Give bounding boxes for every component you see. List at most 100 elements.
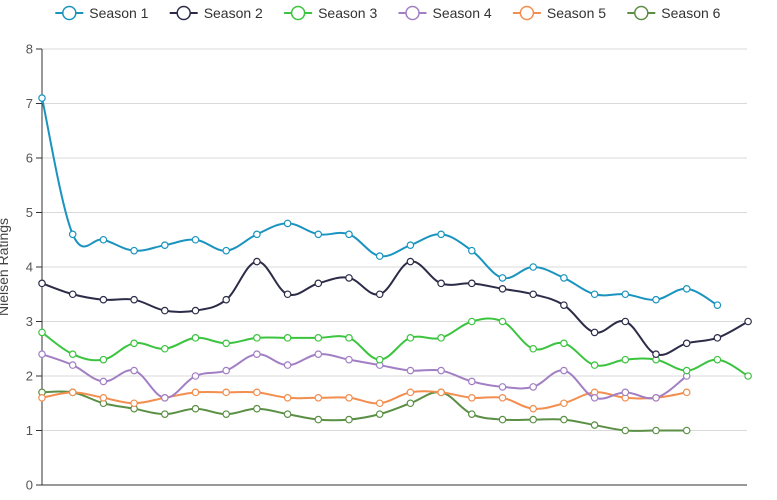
data-point-season-3[interactable] [406,334,415,342]
data-point-season-4[interactable] [314,350,323,359]
data-point-season-4[interactable] [38,350,46,359]
data-point-season-5[interactable] [437,388,445,397]
data-point-season-3[interactable] [621,355,630,364]
data-point-season-5[interactable] [560,399,568,408]
data-point-season-2[interactable] [437,279,445,288]
data-point-season-2[interactable] [498,284,507,293]
data-point-season-4[interactable] [130,366,138,375]
data-point-season-1[interactable] [283,219,292,228]
data-point-season-2[interactable] [68,290,77,299]
legend-item-season-1[interactable]: Season 1 [55,5,149,21]
data-point-season-1[interactable] [161,241,169,250]
data-point-season-5[interactable] [68,388,77,397]
data-point-season-4[interactable] [222,366,231,375]
data-point-season-1[interactable] [652,295,660,304]
data-point-season-5[interactable] [130,399,138,408]
data-point-season-5[interactable] [99,393,108,402]
data-point-season-6[interactable] [283,410,292,418]
data-point-season-4[interactable] [191,372,200,380]
data-point-season-5[interactable] [529,404,538,413]
data-point-season-2[interactable] [621,317,630,326]
data-point-season-3[interactable] [68,350,77,359]
data-point-season-1[interactable] [253,230,261,239]
data-point-season-4[interactable] [652,393,660,402]
legend-item-season-3[interactable]: Season 3 [284,5,377,21]
data-point-season-1[interactable] [99,235,108,244]
data-point-season-4[interactable] [467,377,476,386]
data-point-season-3[interactable] [253,334,261,342]
data-point-season-1[interactable] [560,274,568,282]
data-point-season-5[interactable] [406,388,415,397]
data-point-season-2[interactable] [529,290,538,299]
data-point-season-3[interactable] [713,355,722,364]
data-point-season-6[interactable] [375,410,384,418]
data-point-season-2[interactable] [130,295,138,304]
data-point-season-3[interactable] [375,355,384,364]
data-point-season-1[interactable] [191,235,200,244]
data-point-season-1[interactable] [621,290,630,299]
data-point-season-1[interactable] [682,284,691,293]
data-point-season-5[interactable] [467,393,476,402]
data-point-season-2[interactable] [161,306,169,315]
data-point-season-2[interactable] [590,328,599,337]
data-point-season-1[interactable] [68,230,77,239]
data-point-season-3[interactable] [99,355,108,364]
data-point-season-5[interactable] [682,388,691,397]
data-point-season-5[interactable] [222,388,231,397]
legend-item-season-4[interactable]: Season 4 [398,5,492,21]
legend-item-season-5[interactable]: Season 5 [512,5,606,21]
data-point-season-4[interactable] [560,366,568,375]
data-point-season-2[interactable] [652,350,660,359]
data-point-season-2[interactable] [283,290,292,299]
data-point-season-3[interactable] [590,361,599,369]
data-point-season-1[interactable] [529,263,538,271]
data-point-season-6[interactable] [161,410,169,418]
data-point-season-2[interactable] [345,274,353,282]
data-point-season-1[interactable] [467,246,476,255]
data-point-season-6[interactable] [345,415,353,424]
legend-item-season-2[interactable]: Season 2 [169,5,263,21]
data-point-season-2[interactable] [314,279,323,288]
data-point-season-6[interactable] [222,410,231,418]
data-point-season-1[interactable] [345,230,353,239]
data-point-season-4[interactable] [161,393,169,402]
data-point-season-3[interactable] [222,339,231,348]
data-point-season-4[interactable] [283,361,292,369]
data-point-season-3[interactable] [437,334,445,342]
data-point-season-2[interactable] [744,317,752,326]
data-point-season-2[interactable] [682,339,691,348]
data-point-season-4[interactable] [498,383,507,391]
data-point-season-3[interactable] [529,344,538,353]
data-point-season-2[interactable] [406,257,415,266]
data-point-season-1[interactable] [590,290,599,299]
data-point-season-5[interactable] [253,388,261,397]
data-point-season-1[interactable] [498,274,507,282]
data-point-season-1[interactable] [713,301,722,309]
data-point-season-6[interactable] [253,404,261,413]
data-point-season-4[interactable] [437,366,445,375]
data-point-season-2[interactable] [99,295,108,304]
data-point-season-3[interactable] [283,334,292,342]
data-point-season-6[interactable] [529,415,538,424]
data-point-season-3[interactable] [467,317,476,326]
data-point-season-2[interactable] [191,306,200,315]
data-point-season-4[interactable] [253,350,261,359]
data-point-season-4[interactable] [68,361,77,369]
data-point-season-1[interactable] [222,246,231,255]
data-point-season-2[interactable] [467,279,476,288]
data-point-season-6[interactable] [590,421,599,429]
data-point-season-6[interactable] [467,410,476,418]
data-point-season-2[interactable] [560,301,568,309]
legend-item-season-6[interactable]: Season 6 [627,5,721,21]
data-point-season-2[interactable] [222,295,231,304]
data-point-season-5[interactable] [498,393,507,402]
data-point-season-4[interactable] [406,366,415,375]
data-point-season-6[interactable] [406,399,415,408]
data-point-season-5[interactable] [191,388,200,397]
data-point-season-5[interactable] [375,399,384,408]
data-point-season-4[interactable] [345,355,353,364]
data-point-season-3[interactable] [498,317,507,326]
data-point-season-5[interactable] [38,393,46,402]
data-point-season-6[interactable] [560,415,568,424]
data-point-season-3[interactable] [682,366,691,375]
